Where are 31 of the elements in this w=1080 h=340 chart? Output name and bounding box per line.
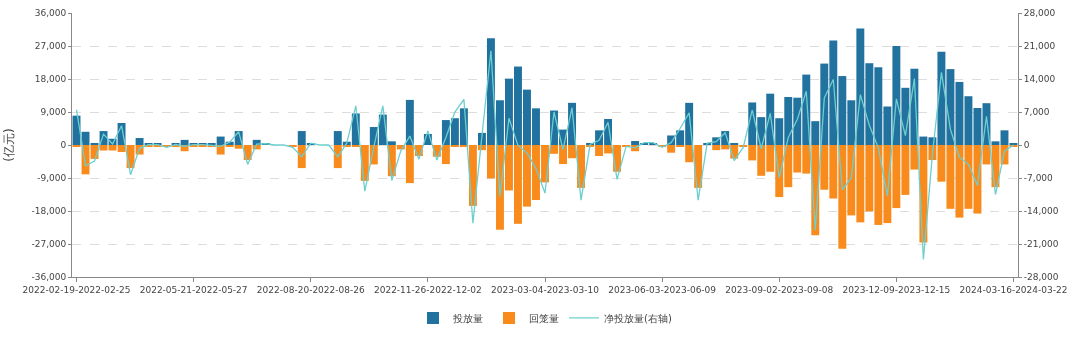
y2-tick-label: 0: [1023, 140, 1030, 151]
x-tick-label: 2023-03-04-2023-03-10: [491, 284, 600, 295]
y2-tick-label: -14,000: [1023, 206, 1059, 217]
y2-tick-label: -28,000: [1023, 272, 1059, 283]
y-tick-label: 27,000: [34, 41, 67, 52]
legend-label: 投放量: [452, 312, 483, 324]
y-tick-label: -9,000: [37, 173, 67, 184]
x-tick-label: 2022-02-19-2022-02-25: [22, 284, 131, 295]
y-tick-label: 18,000: [34, 74, 67, 85]
x-tick-label: 2023-06-03-2023-06-09: [608, 284, 717, 295]
x-tick-label: 2022-05-21-2022-05-27: [139, 284, 248, 295]
legend-label: 净投放量(右轴): [604, 312, 672, 324]
x-tick-label: 2024-03-16-2024-03-22: [959, 284, 1068, 295]
y-tick-label: 0: [60, 140, 67, 151]
y2-tick-label: -21,000: [1023, 239, 1059, 250]
y2-tick-label: 28,000: [1023, 8, 1056, 19]
x-tick-label: 2022-08-20-2022-08-26: [256, 284, 365, 295]
y2-tick-label: 7,000: [1023, 107, 1050, 118]
x-tick-label: 2022-11-26-2022-12-02: [373, 284, 482, 295]
y-tick-label: -36,000: [31, 272, 67, 283]
legend-label: 回笼量: [529, 312, 559, 324]
y-tick-label: -18,000: [31, 206, 67, 217]
y-tick-label: 36,000: [34, 8, 67, 19]
y-axis-title: (亿元): [1, 128, 16, 162]
x-tick-label: 2023-12-09-2023-12-15: [842, 284, 951, 295]
y2-tick-label: 14,000: [1023, 74, 1056, 85]
y2-tick-label: 21,000: [1023, 41, 1056, 52]
x-tick-label: 2023-09-02-2023-09-08: [725, 284, 834, 295]
y-tick-label: -27,000: [31, 239, 67, 250]
y2-tick-label: -7,000: [1023, 173, 1054, 184]
y-tick-label: 9,000: [40, 107, 67, 118]
